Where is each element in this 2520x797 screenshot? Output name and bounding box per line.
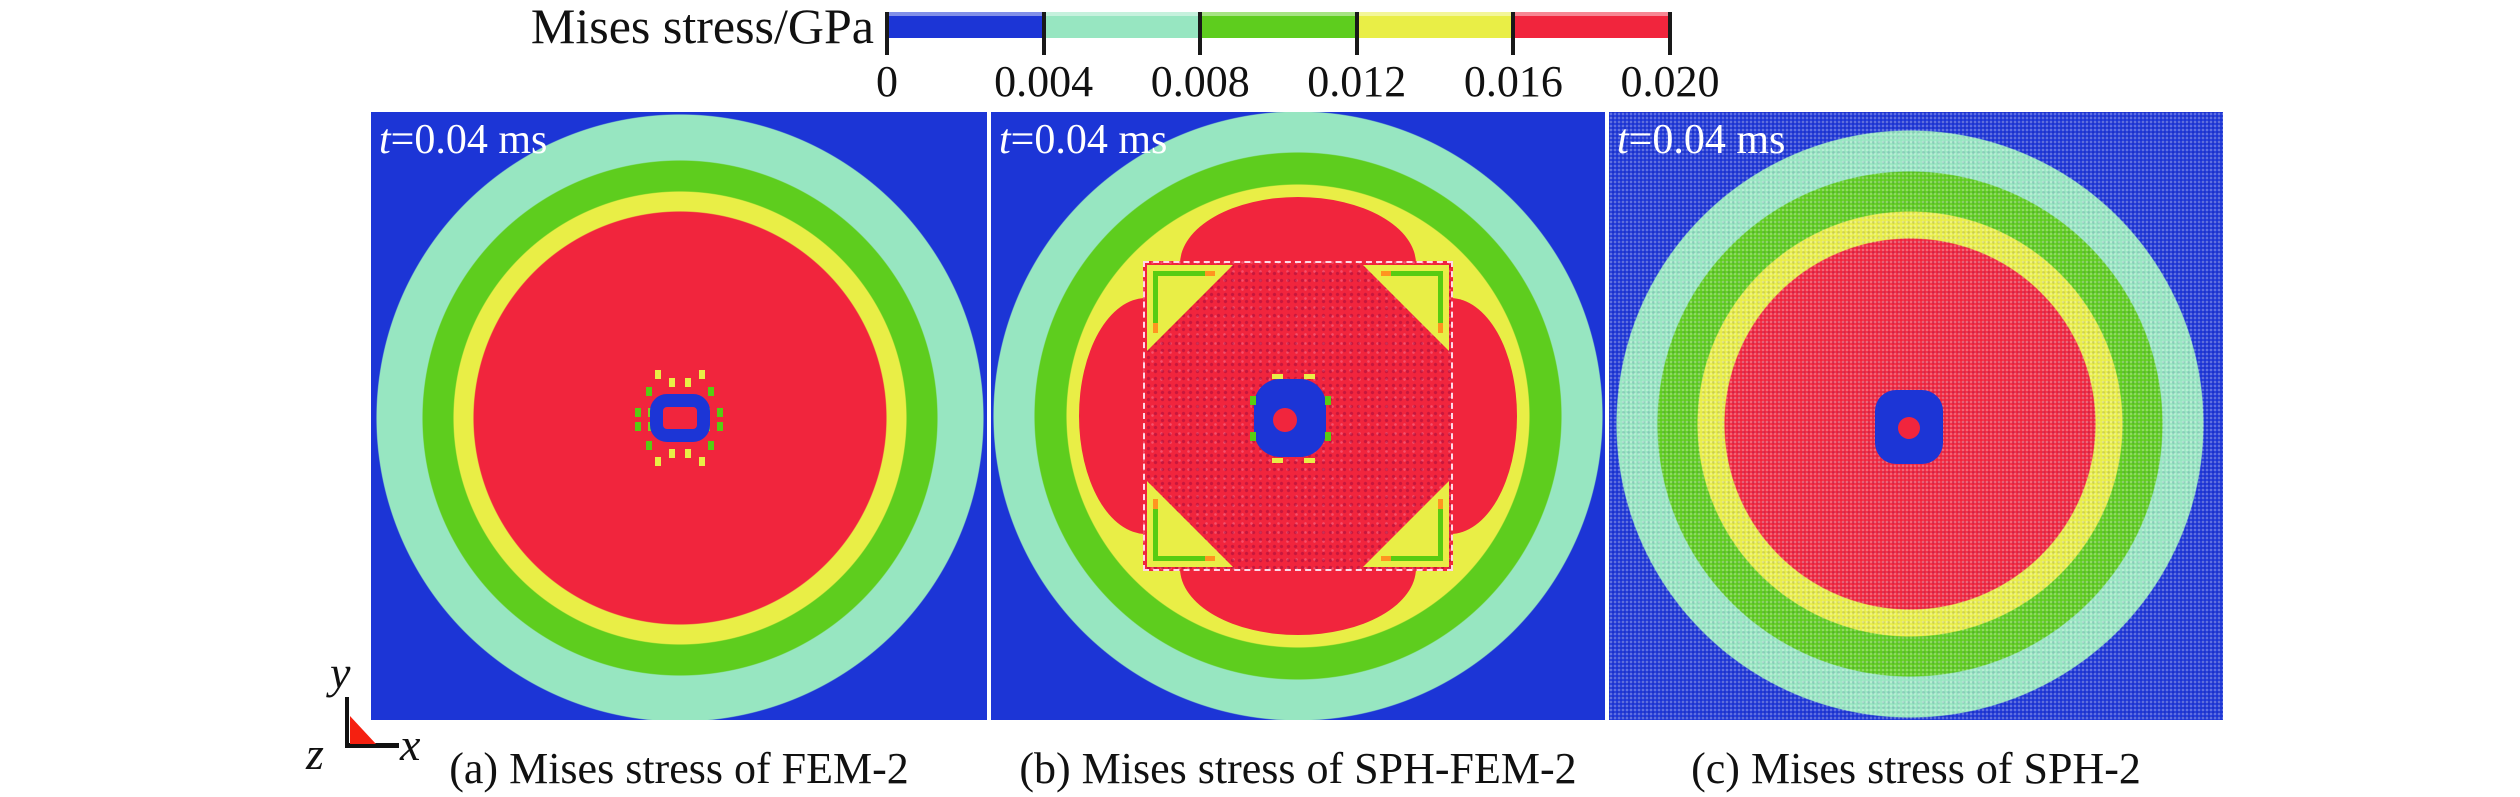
colorbar-tick [885,12,889,55]
y-axis-label: y [330,647,351,698]
caption-sph2: (c) Mises stress of SPH-2 [1691,744,2141,793]
time-variable: t [999,117,1011,163]
colorbar-tick-label: 0.004 [994,57,1094,106]
colorbar-segment [1513,12,1670,38]
core-edge-accent [1304,458,1315,463]
colorbar: 0 0.004 0.008 0.012 0.016 0.020 [876,12,1720,112]
core-edge-accent [1250,396,1256,405]
panel-fem2: t=0.04 ms [371,112,987,720]
colorbar-tick [1198,12,1203,55]
green-corner-bracket [1375,271,1443,339]
panel-sph2: t=0.04 ms [1609,112,2223,720]
colorbar-tick-label: 0.012 [1307,57,1407,106]
time-label: t=0.04 ms [379,118,547,162]
time-value: =0.04 ms [390,117,548,163]
colorbar-tick-label: 0.020 [1620,57,1720,106]
colorbar-segment [1356,12,1514,38]
caption-sph-fem2: (b) Mises stress of SPH-FEM-2 [1019,744,1577,793]
colorbar-tick [1041,12,1046,55]
colorbar-tick-label: 0.016 [1463,57,1563,106]
y-axis-line [345,697,349,744]
time-variable: t [1617,117,1629,163]
colorbar-segment [887,12,1044,38]
time-value: =0.04 ms [1628,117,1786,163]
stress-contour-rings [371,112,987,720]
core-edge-accent [1304,374,1315,379]
time-variable: t [379,117,391,163]
x-axis-label: x [400,719,421,770]
time-label: t=0.04 ms [999,118,1167,162]
colorbar-segment [1200,12,1357,38]
z-axis-marker [350,716,376,744]
core-edge-accent [1325,396,1331,405]
green-corner-bracket [1375,493,1443,561]
colorbar-bar [887,12,1670,38]
impact-core-red-spot [1898,417,1920,439]
impact-center-ring [650,394,710,442]
impact-core-red-spot [1273,408,1297,432]
colorbar-title: Mises stress/GPa [530,0,874,54]
z-axis-label: z [306,728,324,779]
colorbar-tick-label: 0 [876,57,898,106]
time-value: =0.04 ms [1010,117,1168,163]
colorbar-segment [1043,12,1201,38]
colorbar-tick [1668,12,1672,55]
colorbar-tick [1354,12,1359,55]
core-edge-accent [1272,458,1283,463]
core-edge-accent [1250,432,1256,441]
panel-sph-fem2: t=0.04 ms [991,112,1605,720]
core-edge-accent [1272,374,1283,379]
green-corner-bracket [1153,271,1221,339]
colorbar-tick [1511,12,1516,55]
green-corner-bracket [1153,493,1221,561]
x-axis-line [345,743,399,748]
caption-fem2: (a) Mises stress of FEM-2 [449,744,909,793]
time-label: t=0.04 ms [1617,118,1785,162]
colorbar-tick-label: 0.008 [1150,57,1250,106]
core-edge-accent [1325,432,1331,441]
